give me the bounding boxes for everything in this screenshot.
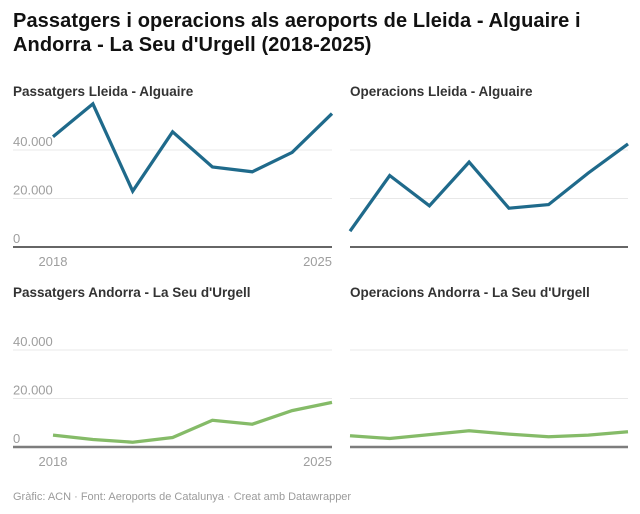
data-line[interactable] xyxy=(51,101,334,195)
y-tick-label: 20.000 xyxy=(13,183,53,198)
x-tick-label: 2025 xyxy=(303,254,332,269)
data-line[interactable] xyxy=(52,400,333,444)
chart-canvas-passatgers-andorra-la-seu: 0 20.000 40.000 2018 2025 xyxy=(13,334,333,469)
data-line[interactable] xyxy=(349,429,629,441)
chart-passatgers-andorra[interactable]: 0 20.000 40.000 2018 2025 xyxy=(0,280,340,475)
y-tick-label: 0 xyxy=(13,431,20,446)
y-tick-label: 40.000 xyxy=(13,334,53,349)
chart-passatgers-lleida[interactable]: 0 20.000 40.000 2018 2025 xyxy=(0,80,340,275)
chart-operacions-lleida[interactable] xyxy=(335,80,640,275)
y-tick-label: 0 xyxy=(13,231,20,246)
panel-title-operacions-andorra: Operacions Andorra - La Seu d'Urgell xyxy=(350,285,590,300)
chart-canvas-operacions-lleida-alguaire xyxy=(348,142,629,248)
y-tick-label: 20.000 xyxy=(13,383,53,398)
footer-credit: Gràfic: ACN · Font: Aeroports de Catalun… xyxy=(13,491,352,503)
chart-canvas-operacions-andorra-la-seu xyxy=(349,349,629,449)
chart-operacions-andorra[interactable] xyxy=(335,280,640,475)
panel-title-passatgers-andorra: Passatgers Andorra - La Seu d'Urgell xyxy=(13,285,251,300)
x-tick-label: 2018 xyxy=(39,254,68,269)
panel-title-passatgers-lleida: Passatgers Lleida - Alguaire xyxy=(13,84,194,99)
chart-canvas-passatgers-lleida-alguaire: 0 20.000 40.000 2018 2025 xyxy=(13,101,334,269)
page-title: Passatgers i operacions als aeroports de… xyxy=(13,10,581,57)
panel-title-operacions-lleida: Operacions Lleida - Alguaire xyxy=(350,84,533,99)
y-tick-label: 40.000 xyxy=(13,134,53,149)
data-line[interactable] xyxy=(348,142,629,233)
x-tick-label: 2018 xyxy=(39,454,68,469)
x-tick-label: 2025 xyxy=(303,454,332,469)
